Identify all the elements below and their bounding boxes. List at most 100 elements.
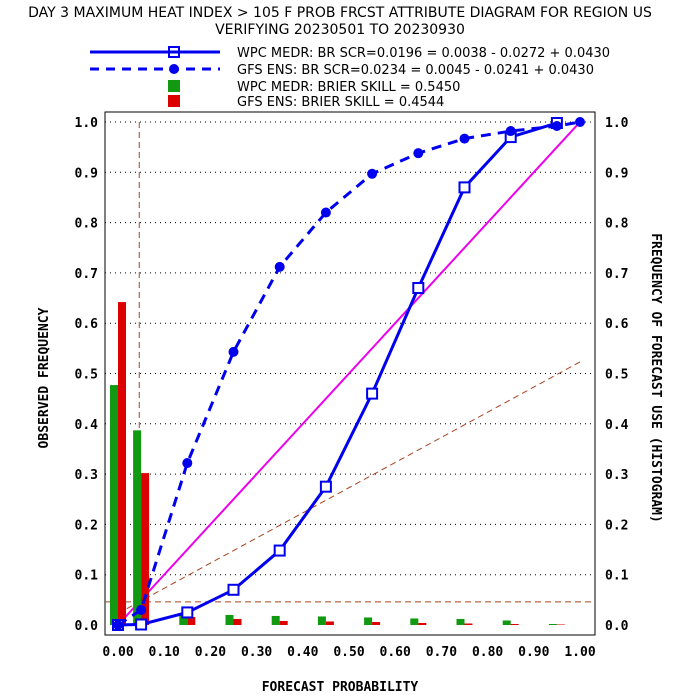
x-tick-label: 0.00 (102, 645, 133, 660)
right-tick-label: 1.0 (605, 116, 629, 131)
right-tick-label: 0.8 (605, 217, 629, 232)
gfs-ens-point (505, 126, 516, 137)
chart-subtitle: VERIFYING 20230501 TO 20230930 (215, 22, 465, 38)
right-tick-label: 0.4 (605, 418, 629, 433)
wpc-medr-point (227, 583, 240, 596)
gfs-ens-line (117, 120, 581, 627)
histogram-bar-wpc (364, 617, 373, 625)
histogram-bar-wpc (110, 385, 118, 625)
wpc-medr-point (273, 544, 286, 557)
y-tick-label: 0.9 (75, 166, 98, 181)
x-tick-label: 0.70 (426, 645, 457, 660)
x-tick-label: 0.30 (241, 645, 272, 660)
y-tick-label: 0.5 (75, 368, 98, 383)
legend-label-gfs-skill: GFS ENS: BRIER SKILL = 0.4544 (237, 95, 444, 110)
legend-marker-gfs (169, 64, 179, 74)
x-tick-label: 0.80 (472, 645, 503, 660)
y-tick-label: 0.2 (75, 518, 98, 533)
histogram-bar-wpc (456, 618, 465, 625)
right-tick-label: 0.9 (605, 166, 628, 181)
x-axis-label: FORECAST PROBABILITY (262, 680, 419, 695)
wpc-medr-line (117, 121, 558, 627)
wpc-medr-point (458, 181, 471, 194)
grid (105, 121, 595, 576)
right-tick-label: 0.0 (605, 619, 629, 634)
chart-title: DAY 3 MAXIMUM HEAT INDEX > 105 F PROB FR… (28, 5, 652, 21)
histogram-bar-gfs (372, 621, 381, 625)
x-tick-label: 0.90 (518, 645, 549, 660)
perfect-reliability-line (117, 121, 581, 626)
right-tick-label: 0.2 (605, 518, 628, 533)
y-tick-label: 0.7 (75, 267, 98, 282)
right-tick-label: 0.5 (605, 368, 628, 383)
gfs-ens-point (136, 604, 147, 615)
histogram-bar-gfs (556, 624, 565, 625)
wpc-medr-point (366, 387, 379, 400)
histogram (110, 302, 565, 625)
gfs-ens-point (551, 121, 562, 132)
histogram-bar-wpc (317, 616, 326, 625)
gfs-ens-point (320, 207, 331, 218)
histogram-bar-gfs (118, 302, 126, 625)
legend-swatch-wpc-skill (168, 80, 180, 92)
histogram-bar-wpc (502, 620, 511, 625)
right-tick-label: 0.3 (605, 468, 628, 483)
gfs-ens-point (459, 133, 470, 144)
y-axis-label: OBSERVED FREQUENCY (37, 307, 52, 448)
no-skill-line (117, 361, 581, 614)
histogram-bar-gfs (141, 473, 150, 625)
legend-label-gfs: GFS ENS: BR SCR=0.0234 = 0.0045 - 0.0241… (237, 63, 594, 78)
legend-marker-wpc (168, 46, 180, 58)
x-tick-label: 1.00 (564, 645, 595, 660)
gfs-ens-point (182, 458, 193, 469)
legend-swatch-gfs-skill (168, 95, 180, 107)
y-tick-label: 0.3 (75, 468, 98, 483)
histogram-bar-gfs (279, 620, 288, 625)
gfs-ens-point (575, 117, 585, 127)
histogram-bar-gfs (187, 616, 196, 625)
histogram-bar-gfs (418, 622, 427, 625)
histogram-bar-gfs (510, 623, 519, 625)
gfs-ens-point (228, 346, 239, 357)
y-tick-label: 0.8 (75, 217, 99, 232)
gfs-ens-point (274, 261, 285, 272)
x-tick-label: 0.10 (149, 645, 180, 660)
histogram-bar-wpc (548, 623, 557, 625)
gfs-ens-point (367, 168, 378, 179)
x-axis-ticks: 0.00 0.10 0.20 0.30 0.40 0.50 0.60 0.70 0.80 0.90… (102, 645, 595, 660)
right-axis-label: FREQUENCY OF FORECAST USE (HISTOGRAM) (648, 233, 663, 523)
histogram-bar-wpc (271, 615, 280, 625)
legend-label-wpc-skill: WPC MEDR: BRIER SKILL = 0.5450 (237, 80, 460, 95)
legend-label-wpc: WPC MEDR: BR SCR=0.0196 = 0.0038 - 0.027… (237, 46, 610, 61)
y-axis-ticks: 0.0 0.1 0.2 0.3 0.4 0.5 0.6 0.7 0.8 0.9 1.0 (75, 116, 99, 634)
gfs-ens-point (413, 148, 424, 159)
wpc-medr-point (319, 480, 332, 493)
histogram-bar-gfs (233, 618, 242, 625)
y-tick-label: 0.1 (75, 569, 99, 584)
histogram-bar-wpc (133, 430, 142, 625)
right-axis-ticks: 0.0 0.1 0.2 0.3 0.4 0.5 0.6 0.7 0.8 0.9 1.0 (605, 116, 629, 634)
legend: WPC MEDR: BR SCR=0.0196 = 0.0038 - 0.027… (90, 46, 610, 110)
x-tick-label: 0.20 (195, 645, 226, 660)
gfs-ens-point (113, 620, 123, 630)
reference-lines (105, 121, 595, 626)
y-tick-label: 1.0 (75, 116, 99, 131)
histogram-bar-wpc (179, 613, 188, 625)
wpc-medr-point (181, 606, 194, 619)
histogram-bar-wpc (225, 614, 234, 625)
reliability-curves (112, 117, 585, 631)
wpc-medr-point (412, 281, 425, 294)
right-tick-label: 0.1 (605, 569, 629, 584)
y-tick-label: 0.6 (75, 317, 99, 332)
x-tick-label: 0.40 (287, 645, 318, 660)
histogram-bar-gfs (325, 621, 334, 625)
wpc-medr-point (135, 618, 148, 631)
x-tick-label: 0.60 (380, 645, 411, 660)
y-tick-label: 0.0 (75, 619, 99, 634)
histogram-bar-gfs (464, 623, 473, 625)
right-tick-label: 0.6 (605, 317, 629, 332)
histogram-bar-wpc (410, 618, 419, 625)
right-tick-label: 0.7 (605, 267, 628, 282)
x-tick-label: 0.50 (333, 645, 364, 660)
